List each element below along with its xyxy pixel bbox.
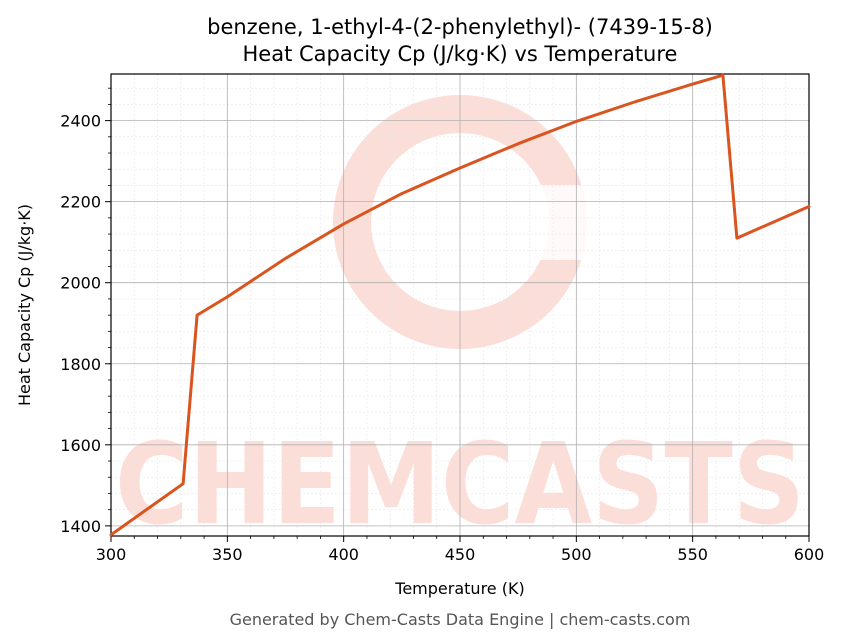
series-layer xyxy=(109,73,811,537)
x-tick-label: 300 xyxy=(96,545,127,564)
chart-subtitle: Heat Capacity Cp (J/kg·K) vs Temperature xyxy=(243,42,678,66)
footer-credit: Generated by Chem-Casts Data Engine | ch… xyxy=(230,610,691,629)
y-tick-label: 2000 xyxy=(60,274,101,293)
y-axis-label: Heat Capacity Cp (J/kg·K) xyxy=(15,204,34,406)
y-tick-label: 2400 xyxy=(60,112,101,131)
x-tick-label: 450 xyxy=(445,545,476,564)
x-tick-label: 350 xyxy=(212,545,243,564)
y-tick-label: 1400 xyxy=(60,517,101,536)
x-tick-label: 400 xyxy=(328,545,359,564)
chart-title: benzene, 1-ethyl-4-(2-phenylethyl)- (743… xyxy=(207,15,713,39)
heat-capacity-series-line xyxy=(109,73,811,537)
y-tick-label: 1600 xyxy=(60,436,101,455)
x-axis-label: Temperature (K) xyxy=(394,579,524,598)
y-tick-label: 2200 xyxy=(60,193,101,212)
plot-grid xyxy=(110,74,810,536)
axis-ticks: 300 350 400 450 500 550 600 1400 1600 1800 2000 220… xyxy=(60,87,825,564)
x-tick-label: 500 xyxy=(561,545,592,564)
x-tick-label: 550 xyxy=(677,545,708,564)
x-tick-label: 600 xyxy=(794,545,825,564)
y-tick-label: 1800 xyxy=(60,355,101,374)
